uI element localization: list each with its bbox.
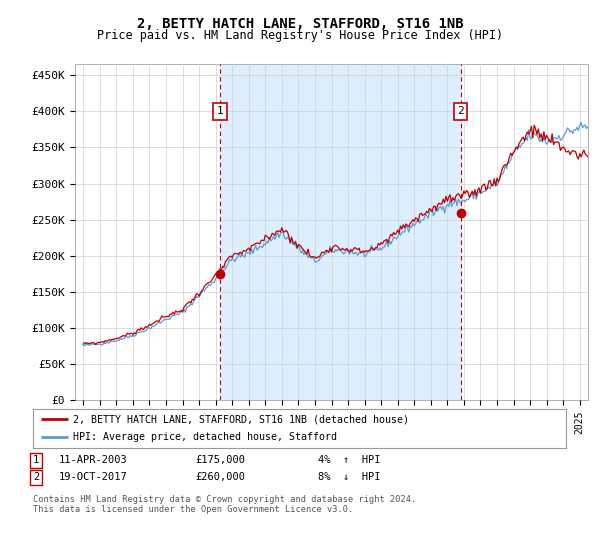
Text: 1: 1 [217,106,224,116]
Text: 2, BETTY HATCH LANE, STAFFORD, ST16 1NB: 2, BETTY HATCH LANE, STAFFORD, ST16 1NB [137,17,463,31]
Text: 1: 1 [33,455,39,465]
Text: 2: 2 [457,106,464,116]
Text: £175,000: £175,000 [195,455,245,465]
Text: 11-APR-2003: 11-APR-2003 [59,455,128,465]
Text: £260,000: £260,000 [195,472,245,482]
Text: Price paid vs. HM Land Registry's House Price Index (HPI): Price paid vs. HM Land Registry's House … [97,29,503,42]
Text: 2, BETTY HATCH LANE, STAFFORD, ST16 1NB (detached house): 2, BETTY HATCH LANE, STAFFORD, ST16 1NB … [73,414,409,424]
Text: 2: 2 [33,472,39,482]
Text: 19-OCT-2017: 19-OCT-2017 [59,472,128,482]
Text: 8%  ↓  HPI: 8% ↓ HPI [318,472,380,482]
Text: Contains HM Land Registry data © Crown copyright and database right 2024.
This d: Contains HM Land Registry data © Crown c… [33,495,416,515]
Text: HPI: Average price, detached house, Stafford: HPI: Average price, detached house, Staf… [73,432,337,442]
Bar [220,64,461,400]
Text: 4%  ↑  HPI: 4% ↑ HPI [318,455,380,465]
